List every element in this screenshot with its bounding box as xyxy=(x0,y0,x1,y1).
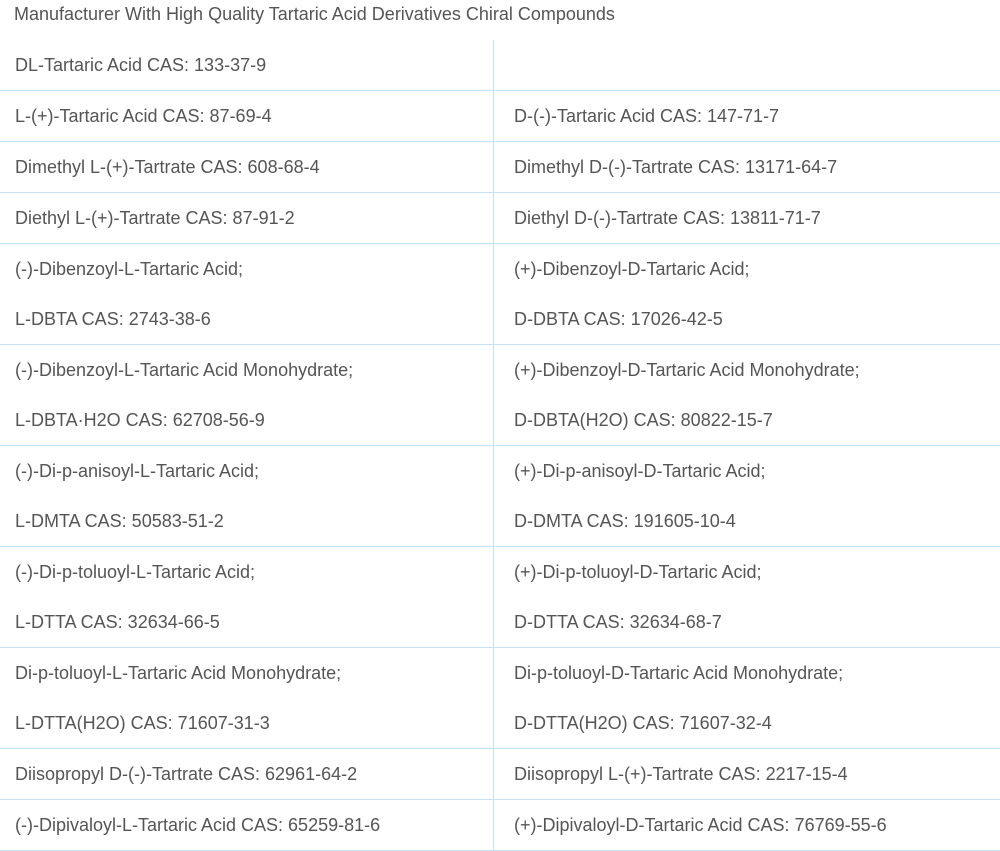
table-row: Di-p-toluoyl-L-Tartaric Acid Monohydrate… xyxy=(0,648,1000,749)
compound-text: (-)-Dibenzoyl-L-Tartaric Acid Monohydrat… xyxy=(15,345,493,395)
compound-text: D-DBTA CAS: 17026-42-5 xyxy=(514,294,1000,344)
compound-text: Dimethyl D-(-)-Tartrate CAS: 13171-64-7 xyxy=(514,142,1000,192)
compound-text: L-DBTA·H2O CAS: 62708-56-9 xyxy=(15,395,493,445)
compound-cell-right: Di-p-toluoyl-D-Tartaric Acid Monohydrate… xyxy=(494,648,1000,749)
compound-text: Di-p-toluoyl-D-Tartaric Acid Monohydrate… xyxy=(514,648,1000,698)
compound-text: (+)-Dibenzoyl-D-Tartaric Acid; xyxy=(514,244,1000,294)
compound-cell-left: Diisopropyl D-(-)-Tartrate CAS: 62961-64… xyxy=(0,749,494,800)
compound-text: Diethyl D-(-)-Tartrate CAS: 13811-71-7 xyxy=(514,193,1000,243)
compound-text: (+)-Di-p-anisoyl-D-Tartaric Acid; xyxy=(514,446,1000,496)
compound-text: D-DTTA CAS: 32634-68-7 xyxy=(514,597,1000,647)
compound-text: D-DTTA(H2O) CAS: 71607-32-4 xyxy=(514,698,1000,748)
compound-text: (+)-Dipivaloyl-D-Tartaric Acid CAS: 7676… xyxy=(514,800,1000,850)
compound-cell-left: (-)-Di-p-anisoyl-L-Tartaric Acid;L-DMTA … xyxy=(0,446,494,547)
table-row: (-)-Di-p-anisoyl-L-Tartaric Acid;L-DMTA … xyxy=(0,446,1000,547)
compound-cell-right: (+)-Di-p-toluoyl-D-Tartaric Acid;D-DTTA … xyxy=(494,547,1000,648)
compound-text: (-)-Di-p-anisoyl-L-Tartaric Acid; xyxy=(15,446,493,496)
table-row: L-(+)-Tartaric Acid CAS: 87-69-4 D-(-)-Ta… xyxy=(0,91,1000,142)
table-row: DL-Tartaric Acid CAS: 133-37-9 xyxy=(0,40,1000,91)
compound-text: L-(+)-Tartaric Acid CAS: 87-69-4 xyxy=(15,91,493,141)
compound-cell-right: Diisopropyl L-(+)-Tartrate CAS: 2217-15-… xyxy=(494,749,1000,800)
compound-cell-left: (-)-Di-p-toluoyl-L-Tartaric Acid;L-DTTA … xyxy=(0,547,494,648)
table-row: (-)-Di-p-toluoyl-L-Tartaric Acid;L-DTTA … xyxy=(0,547,1000,648)
compound-text: (-)-Dipivaloyl-L-Tartaric Acid CAS: 6525… xyxy=(15,800,493,850)
compound-text: L-DTTA CAS: 32634-66-5 xyxy=(15,597,493,647)
table-row: (-)-Dipivaloyl-L-Tartaric Acid CAS: 6525… xyxy=(0,800,1000,851)
compound-cell-right: (+)-Dipivaloyl-D-Tartaric Acid CAS: 7676… xyxy=(494,800,1000,851)
compound-cell-left: (-)-Dipivaloyl-L-Tartaric Acid CAS: 6525… xyxy=(0,800,494,851)
compound-text: D-(-)-Tartaric Acid CAS: 147-71-7 xyxy=(514,91,1000,141)
compound-cell-left: L-(+)-Tartaric Acid CAS: 87-69-4 xyxy=(0,91,494,142)
table-row: (-)-Dibenzoyl-L-Tartaric Acid;L-DBTA CAS… xyxy=(0,244,1000,345)
compound-cell-right: D-(-)-Tartaric Acid CAS: 147-71-7 xyxy=(494,91,1000,142)
compound-text xyxy=(514,40,1000,90)
compound-text: D-DBTA(H2O) CAS: 80822-15-7 xyxy=(514,395,1000,445)
compound-text: (+)-Dibenzoyl-D-Tartaric Acid Monohydrat… xyxy=(514,345,1000,395)
compound-cell-left: Diethyl L-(+)-Tartrate CAS: 87-91-2 xyxy=(0,193,494,244)
compound-cell-left: (-)-Dibenzoyl-L-Tartaric Acid;L-DBTA CAS… xyxy=(0,244,494,345)
compound-text: L-DTTA(H2O) CAS: 71607-31-3 xyxy=(15,698,493,748)
table-row: Diisopropyl D-(-)-Tartrate CAS: 62961-64… xyxy=(0,749,1000,800)
compound-cell-left: DL-Tartaric Acid CAS: 133-37-9 xyxy=(0,40,494,91)
table-row: (-)-Dibenzoyl-L-Tartaric Acid Monohydrat… xyxy=(0,345,1000,446)
compound-text: DL-Tartaric Acid CAS: 133-37-9 xyxy=(15,40,493,90)
compound-cell-left: Di-p-toluoyl-L-Tartaric Acid Monohydrate… xyxy=(0,648,494,749)
compound-cell-right: Diethyl D-(-)-Tartrate CAS: 13811-71-7 xyxy=(494,193,1000,244)
table-row: Dimethyl L-(+)-Tartrate CAS: 608-68-4 Dim… xyxy=(0,142,1000,193)
compound-text: L-DMTA CAS: 50583-51-2 xyxy=(15,496,493,546)
compound-text: Di-p-toluoyl-L-Tartaric Acid Monohydrate… xyxy=(15,648,493,698)
compound-cell-left: Dimethyl L-(+)-Tartrate CAS: 608-68-4 xyxy=(0,142,494,193)
compound-cell-right: (+)-Di-p-anisoyl-D-Tartaric Acid;D-DMTA … xyxy=(494,446,1000,547)
compound-text: (-)-Dibenzoyl-L-Tartaric Acid; xyxy=(15,244,493,294)
compound-text: Diisopropyl D-(-)-Tartrate CAS: 62961-64… xyxy=(15,749,493,799)
compound-text: D-DMTA CAS: 191605-10-4 xyxy=(514,496,1000,546)
compound-cell-right: (+)-Dibenzoyl-D-Tartaric Acid Monohydrat… xyxy=(494,345,1000,446)
compound-cell-right: (+)-Dibenzoyl-D-Tartaric Acid;D-DBTA CAS… xyxy=(494,244,1000,345)
table-row: Diethyl L-(+)-Tartrate CAS: 87-91-2 Dieth… xyxy=(0,193,1000,244)
compound-text: (-)-Di-p-toluoyl-L-Tartaric Acid; xyxy=(15,547,493,597)
compound-text: Dimethyl L-(+)-Tartrate CAS: 608-68-4 xyxy=(15,142,493,192)
compound-text: Diethyl L-(+)-Tartrate CAS: 87-91-2 xyxy=(15,193,493,243)
page-title: Manufacturer With High Quality Tartaric … xyxy=(14,3,615,25)
compound-cell-right: Dimethyl D-(-)-Tartrate CAS: 13171-64-7 xyxy=(494,142,1000,193)
compound-cell-right xyxy=(494,40,1000,91)
compound-cell-left: (-)-Dibenzoyl-L-Tartaric Acid Monohydrat… xyxy=(0,345,494,446)
compound-text: (+)-Di-p-toluoyl-D-Tartaric Acid; xyxy=(514,547,1000,597)
compound-text: L-DBTA CAS: 2743-38-6 xyxy=(15,294,493,344)
compound-text: Diisopropyl L-(+)-Tartrate CAS: 2217-15-… xyxy=(514,749,1000,799)
